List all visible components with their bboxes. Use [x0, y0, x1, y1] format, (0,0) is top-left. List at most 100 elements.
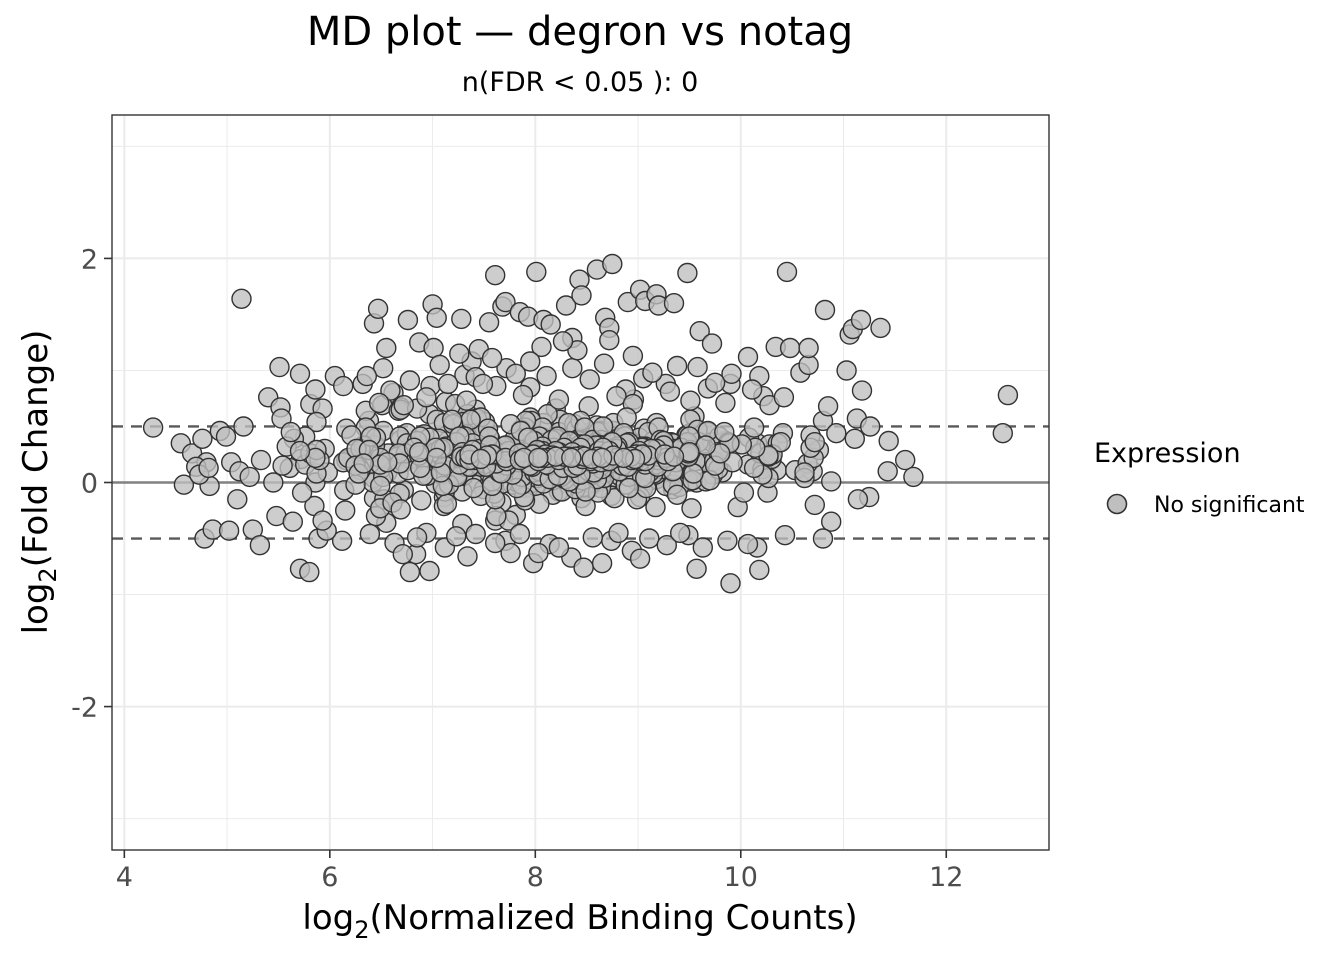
chart-title: MD plot — degron vs notag	[307, 9, 853, 55]
scatter-points	[142, 253, 1019, 594]
data-point	[528, 542, 549, 564]
data-point	[272, 455, 293, 476]
data-point	[743, 457, 765, 479]
data-point	[436, 493, 458, 514]
data-point	[606, 386, 627, 407]
data-point	[613, 447, 634, 469]
data-point	[552, 331, 574, 352]
data-point	[393, 395, 414, 416]
x-axis-title-suffix: (Normalized Binding Counts)	[370, 898, 858, 938]
data-point	[548, 537, 570, 558]
data-point	[409, 442, 430, 463]
data-point	[687, 356, 708, 378]
y-axis-title-suffix: (Fold Change)	[16, 330, 56, 568]
data-point	[847, 489, 869, 510]
data-point	[582, 527, 603, 548]
data-point	[416, 387, 437, 408]
data-point	[291, 482, 313, 503]
data-point	[680, 390, 701, 411]
data-point	[618, 477, 639, 499]
legend-title: Expression	[1094, 438, 1241, 469]
data-point	[992, 423, 1013, 444]
data-point	[486, 505, 507, 527]
data-point	[666, 484, 688, 505]
data-point	[426, 447, 447, 469]
data-point	[629, 548, 651, 569]
data-point	[485, 532, 506, 554]
data-point	[548, 389, 570, 410]
x-axis-title-subscript: 2	[354, 916, 369, 944]
x-axis-title-prefix: log	[302, 898, 354, 938]
data-point	[305, 379, 326, 400]
data-point	[714, 421, 735, 443]
data-point	[397, 309, 419, 331]
data-point	[817, 396, 839, 417]
data-point	[878, 430, 899, 452]
data-point	[670, 522, 691, 544]
data-point	[465, 523, 486, 545]
data-point	[663, 446, 685, 467]
data-point	[749, 559, 770, 581]
data-point	[282, 511, 303, 532]
x-tick-label: 6	[321, 862, 338, 893]
data-point	[218, 520, 240, 541]
data-point	[377, 452, 398, 473]
data-point	[429, 354, 450, 376]
x-tick-label: 12	[929, 862, 963, 893]
data-point	[289, 440, 311, 462]
data-point	[215, 426, 237, 447]
data-point	[715, 392, 736, 414]
data-point	[591, 447, 613, 469]
data-point	[743, 417, 765, 438]
data-point	[280, 421, 301, 443]
data-point	[573, 557, 594, 578]
data-point	[692, 537, 713, 558]
data-point	[870, 317, 891, 339]
data-point	[520, 351, 541, 372]
axes: 4 6 8 10 12 -2 0 2	[71, 244, 963, 893]
data-point	[446, 526, 467, 547]
data-point	[173, 474, 195, 495]
data-point	[836, 360, 857, 381]
x-tick-label: 8	[527, 862, 544, 893]
data-point	[249, 535, 271, 556]
data-point	[335, 500, 356, 521]
data-point	[481, 347, 503, 369]
data-point	[512, 384, 534, 406]
data-point	[441, 409, 463, 430]
data-point	[399, 561, 421, 583]
data-point	[677, 262, 698, 284]
data-point	[367, 298, 389, 319]
data-point	[575, 481, 596, 502]
y-axis-title: log2(Fold Change)	[16, 330, 62, 635]
data-point	[561, 447, 582, 469]
data-point	[804, 494, 825, 516]
data-point	[733, 482, 755, 503]
chart-subtitle: n(FDR < 0.05 ): 0	[462, 67, 699, 98]
data-point	[593, 353, 615, 374]
data-point	[721, 363, 742, 384]
data-point	[689, 321, 710, 342]
data-point	[663, 293, 685, 314]
data-point	[390, 499, 411, 520]
data-point	[997, 384, 1019, 406]
data-point	[368, 392, 390, 414]
data-point	[423, 337, 444, 359]
data-point	[231, 288, 252, 309]
data-point	[331, 530, 353, 551]
data-point	[142, 417, 164, 438]
data-point	[192, 428, 213, 449]
data-point	[233, 416, 254, 437]
y-axis-title-subscript: 2	[34, 567, 62, 582]
data-point	[571, 285, 592, 306]
data-point	[645, 496, 666, 518]
data-point	[353, 453, 374, 474]
data-point	[701, 333, 723, 354]
data-point	[599, 330, 620, 351]
data-point	[269, 356, 290, 378]
legend-key-no-significant	[1106, 493, 1128, 515]
data-point	[776, 261, 798, 283]
data-point	[437, 373, 459, 395]
data-point	[505, 363, 526, 384]
data-point	[562, 358, 583, 379]
